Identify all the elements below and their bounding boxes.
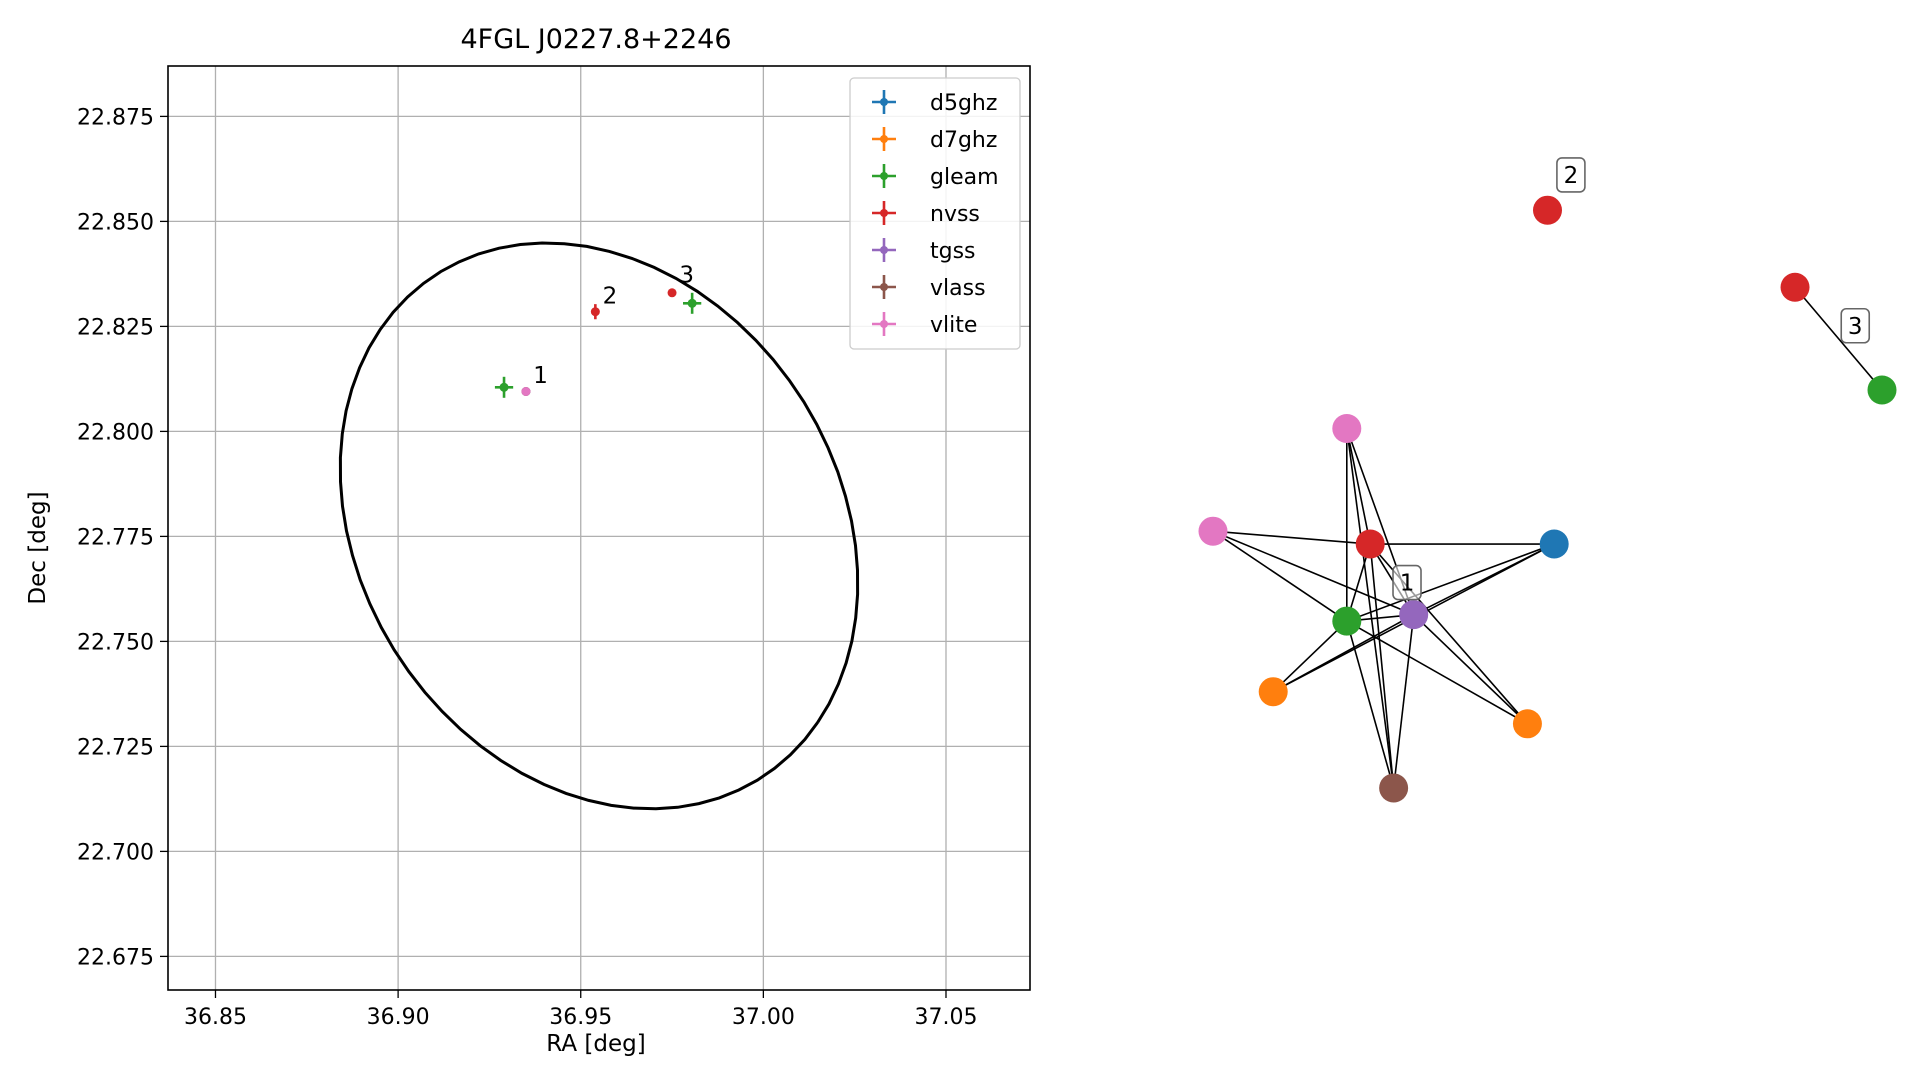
data-marker: [591, 307, 600, 316]
y-tick-label: 22.850: [77, 210, 154, 235]
y-tick-label: 22.750: [77, 630, 154, 655]
cluster-label-text: 2: [1564, 163, 1579, 189]
cluster-label-text: 1: [1400, 571, 1415, 597]
x-axis-label: RA [deg]: [546, 1031, 645, 1057]
network-node: [1399, 600, 1428, 629]
network-node: [1199, 517, 1228, 546]
network-node: [1379, 774, 1408, 803]
legend-label: d5ghz: [930, 91, 997, 116]
legend-swatch-marker: [880, 172, 888, 180]
legend-label: gleam: [930, 165, 999, 190]
cluster-label-text: 3: [1848, 314, 1863, 340]
legend-swatch-marker: [880, 246, 888, 254]
network-node: [1332, 414, 1361, 443]
x-tick-label: 36.85: [184, 1005, 247, 1030]
y-tick-label: 22.825: [77, 315, 154, 340]
legend-swatch-marker: [880, 135, 888, 143]
y-tick-label: 22.875: [77, 105, 154, 130]
legend-label: d7ghz: [930, 128, 997, 153]
legend-label: vlass: [930, 276, 986, 301]
legend-swatch-marker: [880, 283, 888, 291]
x-tick-label: 36.95: [549, 1005, 612, 1030]
y-tick-label: 22.800: [77, 420, 154, 445]
network-node: [1781, 273, 1810, 302]
x-tick-label: 37.00: [732, 1005, 795, 1030]
chart-title: 4FGL J0227.8+2246: [460, 24, 731, 55]
network-node: [1533, 196, 1562, 225]
y-axis-label: Dec [deg]: [25, 491, 51, 604]
figure: 4FGL J0227.8+2246 1 2 3 36.85 36.90 36.95 37.…: [0, 0, 1919, 1080]
legend-swatch-marker: [880, 209, 888, 217]
network-node: [1513, 709, 1542, 738]
y-tick-label: 22.700: [77, 840, 154, 865]
y-tick-label: 22.725: [77, 735, 154, 760]
network-node: [1540, 530, 1569, 559]
x-tick-label: 37.05: [914, 1005, 977, 1030]
y-tick-label: 22.775: [77, 525, 154, 550]
data-marker: [521, 387, 530, 396]
network-node: [1868, 375, 1897, 404]
y-tick-label: 22.675: [77, 945, 154, 970]
point-annotation: 1: [533, 363, 548, 389]
cluster-label: 2: [1557, 158, 1585, 192]
legend: d5ghz d7ghz gleam nvss tgss vlass vlite: [850, 78, 1020, 349]
point-annotation: 3: [679, 262, 694, 288]
x-tick-label: 36.90: [367, 1005, 430, 1030]
legend-label: nvss: [930, 202, 980, 227]
data-point-vlite: [521, 387, 530, 396]
data-point-nvss: [668, 288, 677, 297]
data-marker: [500, 383, 509, 392]
legend-swatch-marker: [880, 320, 888, 328]
legend-label: vlite: [930, 313, 977, 338]
network-node: [1332, 607, 1361, 636]
cluster-label: 1: [1393, 566, 1421, 600]
cluster-label: 3: [1841, 309, 1869, 343]
data-marker: [668, 288, 677, 297]
legend-label: tgss: [930, 239, 976, 264]
network-node: [1356, 530, 1385, 559]
point-annotation: 2: [603, 283, 618, 309]
data-marker: [688, 299, 697, 308]
legend-swatch-marker: [880, 98, 888, 106]
network-node: [1259, 677, 1288, 706]
